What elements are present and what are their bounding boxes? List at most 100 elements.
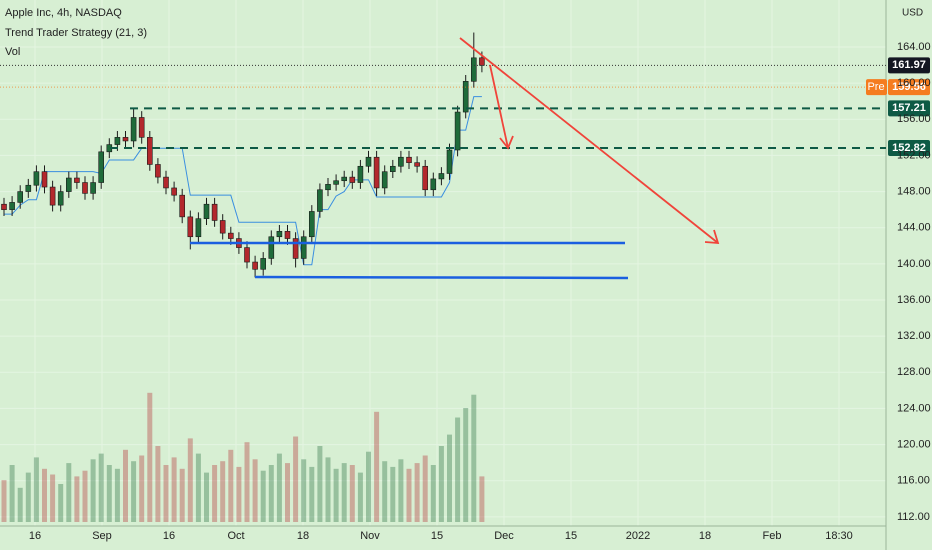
candle-body	[430, 178, 437, 191]
volume-bar	[171, 457, 177, 522]
volume-bar	[471, 394, 477, 522]
volume-bar	[398, 459, 404, 522]
price-tag	[888, 140, 930, 157]
x-tick-label: 16	[163, 530, 175, 542]
candle-body	[122, 137, 129, 142]
volume-bar	[106, 465, 112, 522]
candle-body	[187, 216, 194, 238]
candle-body	[9, 202, 15, 210]
volume-bar	[244, 442, 250, 522]
volume-bar	[204, 472, 209, 522]
volume-bar	[276, 453, 282, 522]
price-tag-label: 161.97	[892, 59, 926, 71]
volume-bar	[212, 465, 218, 522]
grid	[0, 0, 886, 526]
volume-bar	[341, 463, 347, 522]
volume-bar	[58, 484, 64, 522]
arrow-head	[704, 229, 720, 244]
volume-bar	[309, 466, 315, 522]
x-tick-label: 16	[29, 530, 41, 542]
volume-bar	[390, 466, 396, 522]
candle-body	[470, 57, 477, 82]
candle-body	[130, 117, 137, 142]
price-tag-label: 157.21	[892, 102, 926, 114]
volume-bar	[195, 453, 201, 522]
price-tags: 157.21 152.82 161.97 159.56 Pre	[866, 57, 930, 157]
candle-body	[422, 165, 429, 191]
candle-body	[1, 203, 7, 210]
candle-body	[228, 232, 234, 239]
volume-bar	[366, 451, 371, 522]
volume-bar	[301, 459, 307, 522]
volume-bar	[82, 470, 88, 522]
support-line	[254, 275, 629, 280]
candle-body	[90, 182, 96, 194]
y-tick-label: 148.00	[897, 185, 931, 197]
candle-body	[446, 149, 453, 174]
y-tick-label: 132.00	[897, 330, 931, 342]
y-tick-label: 160.00	[897, 77, 931, 89]
volume-bar	[187, 438, 193, 522]
y-tick-label: 164.00	[897, 41, 931, 53]
x-tick-label: Sep	[92, 530, 112, 542]
candle-body	[155, 164, 161, 178]
volume-bar	[252, 459, 258, 522]
volume-bar	[236, 466, 242, 522]
candle-body	[349, 176, 356, 183]
candle-body	[171, 187, 177, 196]
volume-bar	[139, 455, 145, 522]
volume-label: Vol	[5, 46, 20, 58]
volume-bar	[25, 472, 31, 522]
candle-body	[454, 111, 461, 151]
y-tick-label: 128.00	[897, 366, 931, 378]
trend-line	[4, 96, 482, 266]
volume-bar	[131, 461, 137, 522]
candle-body	[333, 180, 339, 185]
y-tick-label: 124.00	[897, 402, 931, 414]
candle-body	[389, 165, 396, 172]
candle-body	[211, 203, 218, 221]
candle-body	[252, 261, 258, 270]
x-tick-label: Oct	[227, 530, 244, 542]
price-tag-prefix	[866, 79, 887, 96]
volume-bar	[155, 446, 161, 522]
x-tick-label: Dec	[494, 530, 514, 542]
volume-bar	[50, 474, 56, 522]
candle-body	[49, 186, 56, 206]
candle-body	[33, 171, 40, 186]
volume-bar	[147, 392, 153, 522]
volume-bar	[268, 465, 274, 522]
candle-body	[17, 191, 24, 203]
volume-bar	[9, 465, 15, 522]
candle-body	[479, 57, 485, 66]
arrow	[489, 64, 509, 149]
volume-bar	[42, 468, 47, 522]
volume-bar	[317, 446, 323, 522]
volume-bar	[293, 436, 299, 522]
volume-bar	[414, 463, 420, 522]
plot	[0, 32, 886, 522]
price-tag-label: 152.82	[892, 142, 926, 154]
candle-body	[414, 162, 420, 167]
arrow	[459, 37, 719, 244]
volume-bar	[66, 463, 72, 522]
volume-bar	[285, 463, 290, 522]
volume-bar	[438, 446, 444, 522]
volume-bar	[1, 480, 7, 522]
price-tag	[888, 100, 930, 117]
volume-bar	[455, 417, 461, 522]
chart-title: Apple Inc, 4h, NASDAQ	[5, 7, 122, 19]
volume-bar	[422, 455, 428, 522]
candle-body	[365, 156, 372, 167]
candle-body	[357, 165, 364, 183]
candle-body	[260, 258, 267, 270]
volume-bar	[406, 468, 412, 522]
candle-body	[462, 81, 469, 113]
candle-body	[341, 176, 348, 182]
candle-body	[57, 191, 64, 206]
candle-body	[82, 182, 88, 194]
volume-bar	[479, 476, 485, 522]
candle-body	[114, 137, 121, 145]
volume-bar	[17, 487, 23, 522]
